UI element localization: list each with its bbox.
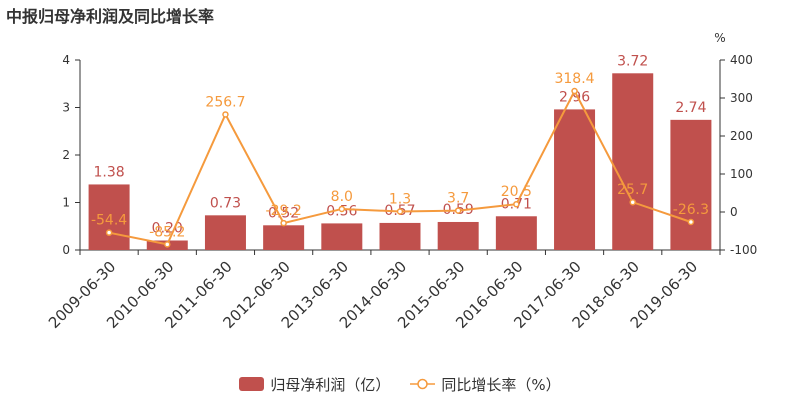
y-right-tick-label: 300 [730, 91, 753, 105]
line-point[interactable] [629, 198, 636, 206]
legend-bar-swatch [239, 377, 265, 391]
line-point[interactable] [105, 229, 113, 236]
line-point[interactable] [513, 200, 520, 208]
y-right-tick-label: -100 [730, 243, 757, 257]
line-value-label: -29.2 [266, 203, 302, 219]
line-value-label: 1.3 [389, 192, 411, 208]
line-point[interactable] [222, 111, 229, 118]
y-right-axis-label: % [714, 31, 725, 45]
bar-value-label: 0.73 [210, 195, 241, 211]
bar[interactable] [495, 216, 537, 250]
line-value-label: -54.4 [91, 213, 127, 229]
y-left-tick-label: 3 [62, 101, 70, 115]
legend-label-bar: 归母净利润（亿） [270, 375, 391, 394]
bar[interactable] [263, 225, 305, 250]
bar[interactable] [204, 215, 246, 250]
y-left-tick-label: 1 [62, 196, 70, 210]
line-value-label: 318.4 [554, 71, 594, 87]
line-point[interactable] [687, 218, 695, 226]
bar[interactable] [554, 109, 596, 251]
bar[interactable] [321, 223, 363, 250]
line-point[interactable] [396, 208, 404, 215]
line-point[interactable] [454, 207, 462, 214]
bar[interactable] [88, 184, 130, 250]
bar-value-label: 1.38 [94, 164, 125, 180]
line-value-label: 8.0 [331, 189, 353, 205]
line-point[interactable] [338, 205, 346, 213]
bar[interactable] [670, 119, 712, 250]
line-value-label: 20.5 [501, 184, 532, 200]
bar[interactable] [612, 73, 654, 250]
y-right-tick-label: 0 [730, 205, 738, 219]
legend-item-bar[interactable]: 归母净利润（亿） [239, 374, 390, 395]
line-point[interactable] [164, 241, 171, 248]
y-left-tick-label: 4 [62, 53, 70, 67]
line-value-label: -85.2 [149, 224, 185, 240]
legend-label-line: 同比增长率（%） [441, 375, 561, 394]
bar-value-label: 3.72 [617, 53, 648, 69]
line-point[interactable] [571, 87, 578, 95]
bar-value-label: 0.20 [152, 221, 183, 237]
legend: 归母净利润（亿） 同比增长率（%） [0, 372, 800, 396]
line-value-label: -26.3 [673, 202, 709, 218]
chart-svg: 01234-1000100200300400%2009-06-302010-06… [45, 31, 757, 332]
bar-value-label: 2.96 [559, 89, 590, 105]
line-value-label: 25.7 [617, 182, 648, 198]
y-right-tick-label: 200 [730, 129, 753, 143]
chart-title: 中报归母净利润及同比增长率 [6, 7, 215, 26]
y-right-tick-label: 100 [730, 167, 753, 181]
y-left-tick-label: 0 [62, 243, 70, 257]
line-point[interactable] [280, 219, 287, 227]
growth-line [108, 88, 692, 246]
legend-item-line[interactable]: 同比增长率（%） [410, 374, 561, 395]
bar[interactable] [437, 221, 479, 250]
legend-line-swatch [410, 378, 436, 390]
line-value-label: 3.7 [447, 191, 469, 207]
y-right-tick-label: 400 [730, 53, 753, 67]
line-value-label: 256.7 [205, 94, 245, 110]
bar-value-label: 2.74 [675, 100, 706, 116]
bar[interactable] [379, 222, 421, 250]
y-left-tick-label: 2 [62, 148, 70, 162]
